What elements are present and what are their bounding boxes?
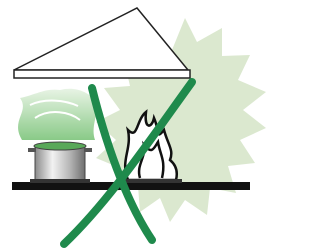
pot xyxy=(28,142,92,180)
steam xyxy=(18,89,96,140)
page xyxy=(0,0,278,252)
illustration xyxy=(0,0,278,252)
range-hood xyxy=(14,8,190,78)
